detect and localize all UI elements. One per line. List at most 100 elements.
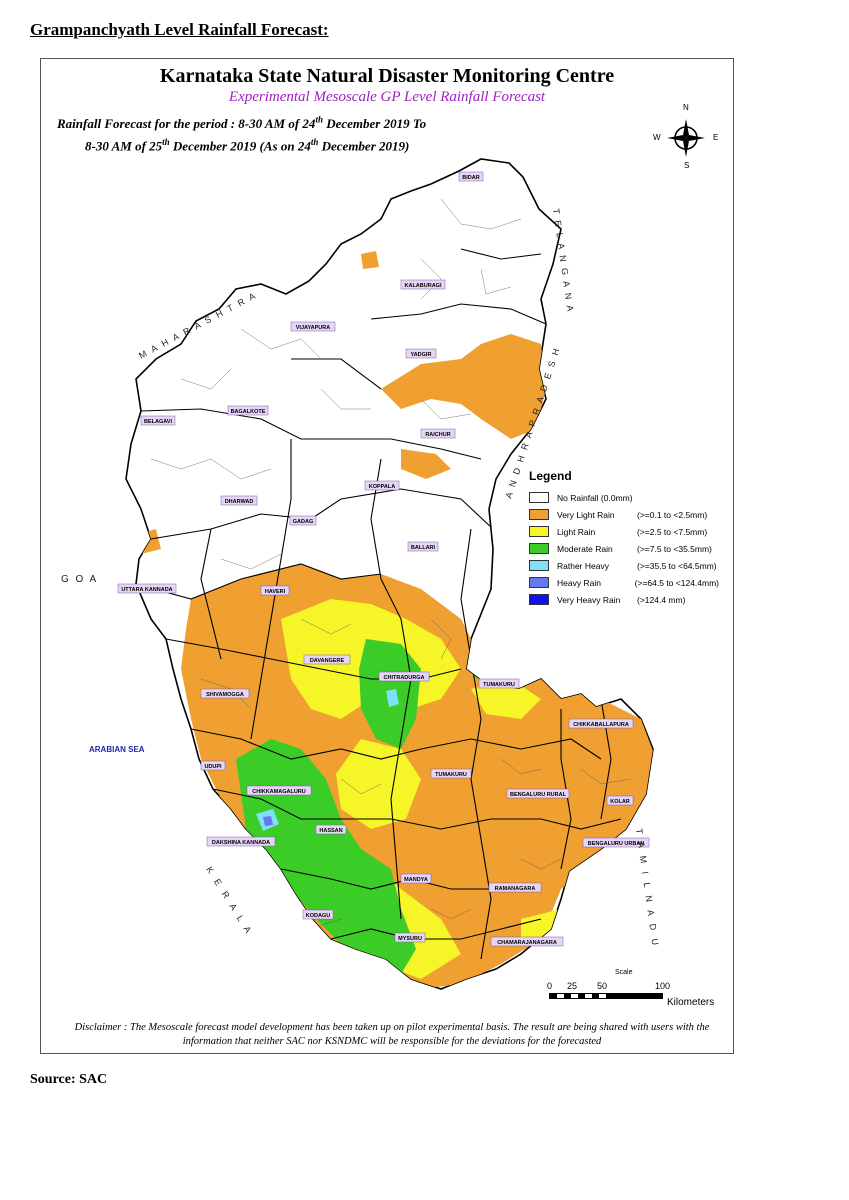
legend-label: No Rainfall (0.0mm)	[557, 492, 633, 503]
compass-s: S	[684, 161, 690, 170]
district-labels: BIDAR KALABURAGI VIJAYAPURA YADGIR BAGAL…	[117, 171, 650, 947]
legend-title: Legend	[529, 469, 572, 483]
scale-tick-50: 50	[597, 981, 608, 991]
compass-rose-icon: N S W E	[651, 103, 721, 173]
legend-item: Very Light Rain (>=0.1 to <2.5mm)	[529, 506, 719, 523]
district-dakshina-kannada: DAKSHINA KANNADA	[212, 840, 270, 846]
legend-label: Very Light Rain	[557, 509, 615, 520]
district-label: CHIKKABALLAPURA	[568, 718, 634, 729]
district-label: HAVERI	[260, 585, 290, 596]
heavy-rain-spots	[256, 669, 491, 831]
legend-swatch	[529, 560, 549, 571]
legend-swatch	[529, 543, 549, 554]
district-label: CHITRADURGA	[378, 671, 430, 682]
district-label: TUMAKURU	[430, 768, 472, 779]
district-davangere: DAVANGERE	[310, 658, 345, 664]
label-tamil-nadu: T A M I L N A D U	[634, 828, 661, 949]
district-dharwad: DHARWAD	[225, 499, 254, 505]
scale-unit: Kilometers	[667, 997, 715, 1008]
district-label: BENGALURU URBAN	[582, 837, 650, 848]
legend: Legend No Rainfall (0.0mm) Very Light Rai…	[529, 469, 719, 608]
map-title: Karnataka State Natural Disaster Monitor…	[159, 65, 615, 87]
karnataka-map: BIDAR KALABURAGI VIJAYAPURA YADGIR BAGAL…	[61, 158, 661, 990]
legend-range: (>=2.5 to <7.5mm)	[637, 526, 708, 537]
scale-bar-segment-b	[611, 993, 663, 999]
district-label: KALABURAGI	[400, 279, 446, 290]
district-chikkamagaluru: CHIKKAMAGALURU	[252, 789, 305, 795]
label-goa: G O A	[61, 574, 98, 585]
legend-item: Light Rain (>=2.5 to <7.5mm)	[529, 523, 719, 540]
district-label: RAICHUR	[420, 428, 456, 439]
district-label: UDUPI	[200, 760, 226, 771]
legend-label: Very Heavy Rain	[557, 594, 621, 605]
district-label: MYSURU	[394, 932, 426, 943]
district-label: BALLARI	[407, 541, 439, 552]
district-label: MANDYA	[400, 873, 432, 884]
district-udupi: UDUPI	[204, 764, 222, 770]
legend-item: Moderate Rain (>=7.5 to <35.5mm)	[529, 540, 719, 557]
district-label: KOPPALA	[364, 480, 400, 491]
legend-item: Very Heavy Rain (>124.4 mm)	[529, 591, 719, 608]
district-ballari: BALLARI	[411, 545, 436, 551]
district-bengaluru-rural: BENGALURU RURAL	[510, 792, 567, 798]
district-kodagu: KODAGU	[306, 913, 330, 919]
district-ramanagara: RAMANAGARA	[495, 886, 536, 892]
legend-swatch	[529, 526, 549, 537]
district-label: CHIKKAMAGALURU	[246, 785, 312, 796]
compass-e: E	[713, 133, 719, 142]
district-shivamogga: SHIVAMOGGA	[206, 692, 244, 698]
district-label: CHAMARAJANAGARA	[490, 936, 564, 947]
district-yadgir: YADGIR	[411, 352, 432, 358]
district-raichur: RAICHUR	[425, 432, 450, 438]
legend-swatch	[529, 509, 549, 520]
legend-item: No Rainfall (0.0mm)	[529, 489, 719, 506]
district-koppala: KOPPALA	[369, 484, 396, 490]
district-belagavi: BELAGAVI	[144, 419, 172, 425]
district-mysuru: MYSURU	[398, 936, 422, 942]
scale-bar: Scale 0 25 50 100 Kilometers	[541, 969, 721, 1009]
forecast-period: Rainfall Forecast for the period : 8-30 …	[57, 111, 426, 156]
district-tumakuru: TUMAKURU	[435, 772, 467, 778]
legend-label: Light Rain	[557, 526, 596, 537]
period-line-1: Rainfall Forecast for the period : 8-30 …	[57, 115, 427, 132]
legend-swatch	[529, 594, 549, 605]
district-hassan: HASSAN	[319, 828, 342, 834]
district-gadag: GADAG	[293, 519, 313, 525]
district-chikkaballapura: CHIKKABALLAPURA	[573, 722, 629, 728]
scale-tick-25: 25	[567, 981, 578, 991]
legend-item: Rather Heavy (>=35.5 to <64.5mm)	[529, 557, 719, 574]
legend-range: (>=7.5 to <35.5mm)	[637, 543, 712, 554]
period-line-2: 8-30 AM of 25th December 2019 (As on 24t…	[85, 137, 410, 154]
compass-w: W	[653, 133, 661, 142]
district-label: BENGALURU RURAL	[506, 788, 570, 799]
district-label: DHARWAD	[220, 495, 258, 506]
district-label: RAMANAGARA	[488, 882, 542, 893]
district-label: SHIVAMOGGA	[200, 688, 250, 699]
legend-range: (>=64.5 to <124.4mm)	[634, 577, 719, 588]
legend-swatch	[529, 492, 549, 503]
map-frame: BIDAR KALABURAGI VIJAYAPURA YADGIR BAGAL…	[40, 58, 734, 1054]
district-label: BAGALKOTE	[227, 405, 269, 416]
district-bidar: BIDAR	[462, 175, 479, 181]
district-label: KODAGU	[302, 909, 334, 920]
district-mandya: MANDYA	[404, 877, 428, 883]
legend-range: (>=0.1 to <2.5mm)	[637, 509, 708, 520]
district-chamarajanagara: CHAMARAJANAGARA	[497, 940, 557, 946]
district-label: DAKSHINA KANNADA	[206, 836, 276, 847]
district-kolar: KOLAR	[610, 799, 630, 805]
district-vijayapura: VIJAYAPURA	[296, 325, 330, 331]
source-note: Source: SAC	[30, 1072, 108, 1087]
district-kalaburagi: KALABURAGI	[405, 283, 442, 289]
district-label: KOLAR	[606, 795, 634, 806]
district-label: BIDAR	[458, 171, 484, 182]
district-uttara-kannada: UTTARA KANNADA	[121, 587, 172, 593]
district-haveri: HAVERI	[265, 589, 286, 595]
compass-n: N	[683, 103, 689, 112]
district-chitradurga: CHITRADURGA	[384, 675, 425, 681]
district-label: TUMAKURU	[478, 678, 520, 689]
scale-tick-100: 100	[655, 981, 671, 991]
label-arabian-sea: ARABIAN SEA	[89, 745, 145, 754]
scale-tick-0: 0	[547, 981, 553, 991]
legend-label: Moderate Rain	[557, 543, 613, 554]
district-bagalkote: BAGALKOTE	[231, 409, 266, 415]
